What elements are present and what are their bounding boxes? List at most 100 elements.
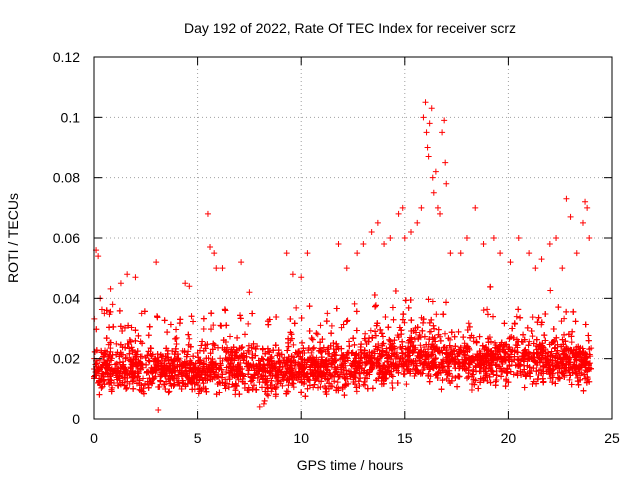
roti-sample-point [568, 381, 575, 388]
roti-point [480, 241, 487, 248]
roti-point [246, 289, 253, 296]
roti-sample-point [417, 342, 424, 349]
roti-sample-point [105, 353, 112, 360]
roti-point [132, 274, 139, 281]
roti-point [374, 219, 381, 226]
roti-sample-point [535, 314, 542, 321]
roti-sample-point [507, 334, 514, 341]
roti-sample-point [510, 371, 517, 378]
roti-sample-point [490, 313, 497, 320]
roti-sample-point [290, 341, 297, 348]
roti-sample-point [411, 373, 418, 380]
roti-sample-point [484, 378, 491, 385]
roti-sample-point [134, 348, 141, 355]
roti-sample-point [520, 331, 527, 338]
roti-sample-point [317, 322, 324, 329]
roti-sample-point [166, 388, 173, 395]
roti-sample-point [250, 382, 257, 389]
roti-sample-point [173, 334, 180, 341]
roti-sample-point [313, 330, 320, 337]
roti-sample-point [492, 382, 499, 389]
roti-sample-point [521, 384, 528, 391]
roti-point [204, 210, 211, 217]
roti-sample-point [440, 356, 447, 363]
roti-point [238, 259, 245, 266]
roti-sample-point [235, 376, 242, 383]
roti-sample-point [566, 376, 573, 383]
roti-sample-point [238, 345, 245, 352]
roti-point [428, 105, 435, 112]
roti-sample-point [298, 389, 305, 396]
roti-point [387, 235, 394, 241]
roti-sample-point [318, 374, 325, 381]
roti-sample-point [146, 323, 153, 330]
roti-point [437, 210, 444, 217]
roti-sample-point [383, 349, 390, 356]
roti-sample-point [423, 356, 430, 363]
roti-point [368, 228, 375, 235]
roti-sample-point [576, 369, 583, 376]
roti-sample-point [128, 324, 135, 331]
roti-sample-point [189, 386, 196, 393]
roti-sample-point [394, 362, 401, 369]
roti-sample-point [145, 357, 152, 364]
roti-sample-point [428, 328, 435, 335]
roti-sample-point [395, 334, 402, 341]
roti-sample-point [96, 357, 103, 364]
roti-sample-point [492, 341, 499, 348]
roti-sample-point [207, 350, 214, 357]
roti-sample-point [202, 385, 209, 392]
roti-sample-point [367, 327, 374, 334]
roti-point [414, 219, 421, 226]
roti-sample-point [528, 327, 535, 334]
roti-point [283, 250, 290, 257]
roti-sample-point [549, 362, 556, 369]
roti-point [584, 204, 591, 211]
roti-point [207, 244, 214, 251]
roti-sample-point [344, 317, 351, 324]
roti-point [354, 250, 361, 257]
roti-sample-point [568, 339, 575, 346]
roti-sample-point [547, 287, 554, 294]
roti-sample-point [362, 330, 369, 337]
roti-sample-point [585, 337, 592, 344]
roti-sample-point [439, 377, 446, 384]
roti-sample-point [341, 392, 348, 399]
roti-sample-point [126, 350, 133, 357]
roti-sample-point [515, 306, 522, 313]
roti-sample-point [319, 336, 326, 343]
roti-sample-point [311, 381, 318, 388]
roti-sample-point [250, 340, 257, 347]
roti-sample-point [419, 327, 426, 334]
roti-sample-point [234, 334, 241, 341]
roti-sample-point [484, 351, 491, 358]
roti-sample-point [338, 345, 345, 352]
roti-sample-point [190, 318, 197, 325]
roti-sample-point [366, 335, 373, 342]
roti-sample-point [207, 373, 214, 380]
roti-sample-point [96, 391, 103, 398]
roti-point [153, 259, 160, 266]
roti-sample-point [320, 344, 327, 351]
roti-point [586, 235, 593, 241]
roti-sample-point [387, 356, 394, 363]
roti-sample-point [484, 306, 491, 313]
roti-sample-point [440, 311, 447, 318]
roti-sample-point [405, 304, 412, 311]
roti-sample-point [309, 345, 316, 352]
roti-point [434, 204, 441, 211]
roti-sample-point [351, 300, 358, 307]
roti-point [447, 250, 454, 257]
roti-sample-point [372, 303, 379, 310]
roti-sample-point [420, 319, 427, 326]
roti-sample-point [130, 385, 137, 392]
roti-sample-point [362, 382, 369, 389]
roti-sample-point [256, 379, 263, 386]
roti-sample-point [533, 336, 540, 343]
roti-sample-point [241, 331, 248, 338]
roti-point [472, 204, 479, 211]
roti-sample-point [487, 283, 494, 290]
roti-sample-point [499, 359, 506, 366]
roti-sample-point [328, 322, 335, 329]
